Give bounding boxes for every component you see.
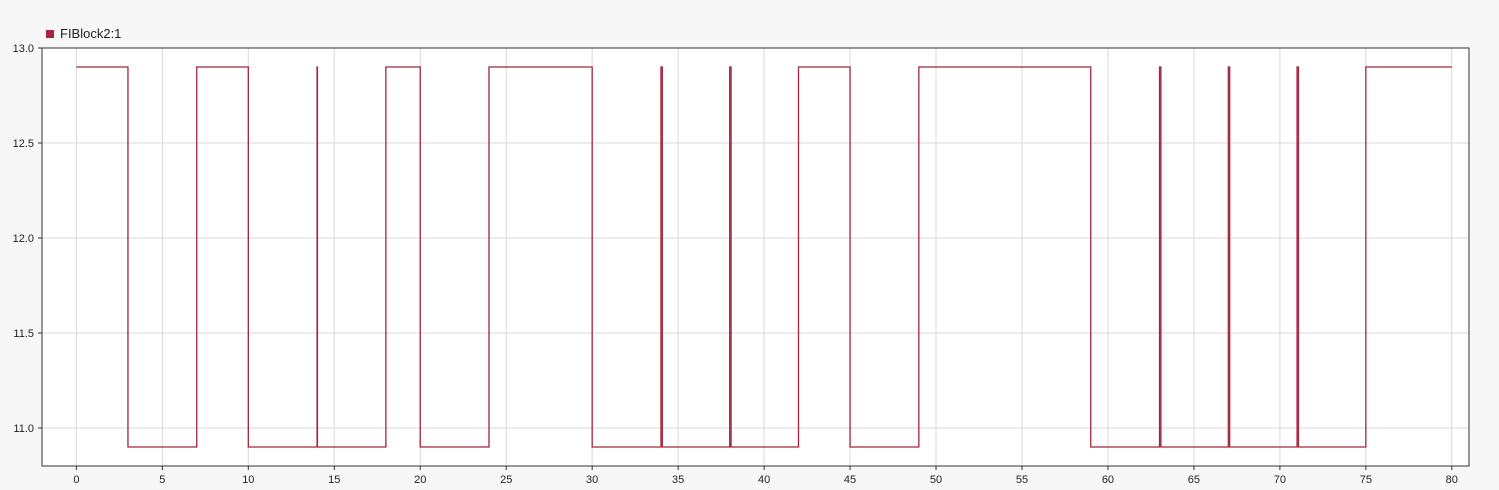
x-tick-label: 30 [586, 474, 598, 486]
x-axis: 0 5 10 15 20 25 30 35 40 45 50 55 60 65 70 75 80 [73, 466, 1458, 486]
x-tick-label: 55 [1016, 474, 1028, 486]
x-tick-label: 25 [500, 474, 512, 486]
x-tick-label: 50 [930, 474, 942, 486]
x-tick-label: 35 [672, 474, 684, 486]
series-line [76, 66, 1452, 448]
y-tick-label: 11.0 [13, 423, 34, 435]
x-tick-label: 0 [73, 474, 79, 486]
y-tick-label: 12.5 [13, 138, 34, 150]
x-tick-label: 10 [242, 474, 254, 486]
x-tick-label: 15 [328, 474, 340, 486]
legend: FIBlock2:1 [46, 26, 121, 41]
y-tick-label: 11.5 [13, 328, 34, 340]
legend-label: FIBlock2:1 [60, 26, 122, 41]
plot-background [42, 48, 1469, 466]
x-tick-label: 5 [159, 474, 165, 486]
y-tick-label: 12.0 [13, 233, 34, 245]
x-tick-label: 40 [758, 474, 770, 486]
y-tick-label: 13.0 [13, 43, 34, 55]
legend-swatch [46, 29, 54, 38]
x-tick-label: 45 [844, 474, 856, 486]
plot-frame [41, 47, 1470, 467]
x-tick-label: 20 [414, 474, 426, 486]
series-layer [76, 66, 1452, 448]
x-tick-label: 80 [1446, 474, 1458, 486]
x-tick-label: 75 [1360, 474, 1372, 486]
x-tick-label: 70 [1274, 474, 1286, 486]
x-tick-label: 65 [1188, 474, 1200, 486]
x-tick-label: 60 [1102, 474, 1114, 486]
grid [42, 47, 1469, 466]
y-axis: 11.0 11.5 12.0 12.5 13.0 [13, 43, 42, 435]
